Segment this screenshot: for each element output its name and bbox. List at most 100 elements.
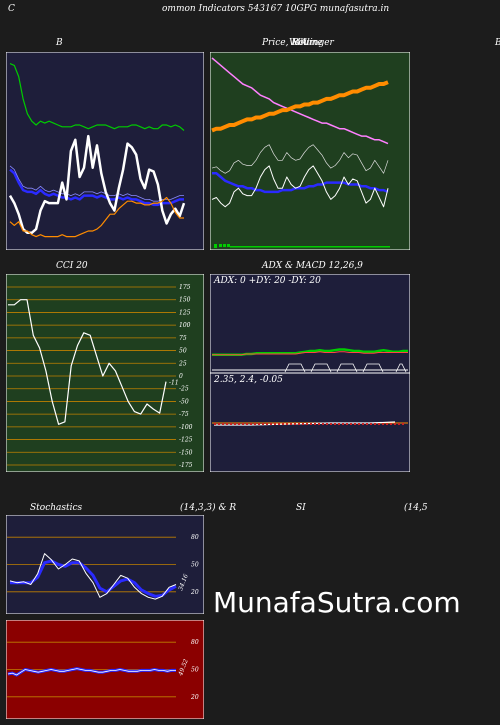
macd-histogram-bar xyxy=(222,423,224,425)
macd-histogram-bar xyxy=(258,423,260,425)
macd-histogram-bar xyxy=(274,423,276,425)
header-title: ommon Indicators 543167 10GPG munafasutr… xyxy=(162,4,390,14)
macd-histogram-bar xyxy=(278,423,280,425)
rsi-tick-label: 50 xyxy=(191,667,199,674)
bollinger-price-line xyxy=(8,134,186,235)
macd-histogram-bar xyxy=(394,423,396,425)
price-price-line xyxy=(211,165,389,208)
volume-bar xyxy=(223,244,226,247)
macd-histogram-bar xyxy=(354,423,356,425)
rsi-panel: 80 50 20 49.52 xyxy=(6,620,204,719)
macd-histogram-bar xyxy=(314,423,316,425)
macd-histogram-bar xyxy=(366,423,368,425)
price-long-ma-line xyxy=(211,57,389,145)
macd-histogram-bar xyxy=(310,423,312,425)
macd-histogram-bar xyxy=(286,423,288,425)
stoch-k-line xyxy=(9,553,177,600)
price-ma-panel xyxy=(210,52,410,250)
cci-panel: 175 150 125 100 75 50 25 0 -25 -50 -75 -100 -125 -150… xyxy=(6,274,204,472)
volume-bar xyxy=(227,244,230,247)
macd-histogram-bar xyxy=(342,423,344,425)
macd-histogram-bar xyxy=(370,423,372,425)
bollinger-middle-band-outline xyxy=(9,165,184,202)
cci-title: CCI 20 xyxy=(56,261,88,271)
volume-bar xyxy=(214,244,217,248)
adx-minus-dy-line xyxy=(212,351,408,356)
cci-tick-label: -50 xyxy=(179,398,189,405)
macd-histogram-bar xyxy=(298,423,300,425)
macd-histogram-bar xyxy=(230,423,232,425)
macd-histogram-bar xyxy=(326,423,328,425)
cci-tick-label: -25 xyxy=(179,386,189,393)
macd-histogram-bar xyxy=(306,423,308,425)
stoch-tick-label: 20 xyxy=(190,589,199,596)
macd-histogram-bar xyxy=(398,423,400,425)
macd-histogram-bar xyxy=(322,423,324,425)
volume-bar xyxy=(219,244,222,247)
macd-histogram-bar xyxy=(262,423,264,425)
macd-histogram-bar xyxy=(238,423,240,425)
cci-tick-label: -100 xyxy=(179,424,193,431)
macd-histogram-bar xyxy=(270,423,272,425)
cci-tick-label: 125 xyxy=(179,309,191,316)
macd-histogram-bar xyxy=(382,423,384,425)
cci-tick-label: -175 xyxy=(179,462,193,469)
volume-bar-strip xyxy=(230,246,390,248)
cci-value-label: -11 xyxy=(169,380,179,387)
price-ma-secondary-line xyxy=(211,144,389,174)
price-ma-title: Price, MA xyxy=(262,38,308,48)
macd-readout: 2.35, 2.4, -0.05 xyxy=(214,375,283,385)
bollinger-chart xyxy=(6,52,204,250)
macd-histogram-bar xyxy=(362,423,364,425)
rsi-tick-label: 80 xyxy=(191,639,199,646)
macd-histogram-bar xyxy=(290,423,292,425)
macd-histogram-bar xyxy=(338,423,340,425)
cci-chart: 175 150 125 100 75 50 25 0 -25 -50 -75 -100 -125 -150… xyxy=(6,274,204,472)
adx-strength-bump xyxy=(336,363,358,373)
macd-histogram-bar xyxy=(266,423,268,425)
cci-tick-label: -125 xyxy=(179,437,193,444)
macd-histogram-bar xyxy=(318,423,320,425)
stoch-d-line xyxy=(10,559,177,598)
cci-tick-label: -150 xyxy=(179,449,193,456)
macd-histogram-bar xyxy=(378,423,380,425)
macd-histogram-bar xyxy=(334,423,336,425)
adx-strength-bump xyxy=(284,363,306,373)
rsi-tick-label: 20 xyxy=(190,694,199,701)
adx-strength-bump xyxy=(395,363,407,373)
cci-tick-label: 25 xyxy=(178,360,187,367)
bollinger-middle-band-line xyxy=(9,168,184,207)
cci-tick-label: 175 xyxy=(179,284,191,291)
price-ma-chart xyxy=(210,52,410,250)
cci-tick-label: 100 xyxy=(179,322,191,329)
stochastics-title: Stochastics xyxy=(30,503,83,513)
macd-histogram-bar xyxy=(218,423,220,425)
macd-histogram-bar xyxy=(374,423,376,425)
rsi-line xyxy=(7,668,176,676)
macd-histogram-bar xyxy=(250,423,252,425)
watermark: MunafaSutra.com xyxy=(213,586,461,619)
bollinger-title: B xyxy=(56,38,63,48)
adx-strength-bump xyxy=(362,363,384,373)
price-ma-overlay-label: Volume xyxy=(289,38,323,48)
stoch-tick-label: 50 xyxy=(191,562,199,569)
header-right-letter: B xyxy=(495,38,500,48)
adx-macd-title: ADX & MACD 12,26,9 xyxy=(262,261,363,271)
macd-histogram-bar xyxy=(282,423,284,425)
cci-tick-label: -75 xyxy=(179,411,189,418)
price-ma-overlay-label-2: Bollinger xyxy=(292,38,334,48)
cci-background xyxy=(6,274,204,472)
stoch-tick-label: 80 xyxy=(191,534,199,541)
bollinger-panel xyxy=(6,52,204,250)
macd-histogram-bar xyxy=(302,423,304,425)
macd-histogram-bar xyxy=(214,423,216,425)
macd-histogram-bar xyxy=(294,423,296,425)
macd-histogram-bar xyxy=(390,423,392,425)
macd-histogram-bar xyxy=(226,423,228,425)
bollinger-upper-band-line xyxy=(9,63,185,131)
adx-readout: ADX: 0 +DY: 20 -DY: 20 xyxy=(214,276,321,286)
stochastics-params: (14,3,3) & R xyxy=(180,503,237,513)
price-trend-ma-line xyxy=(211,80,389,133)
